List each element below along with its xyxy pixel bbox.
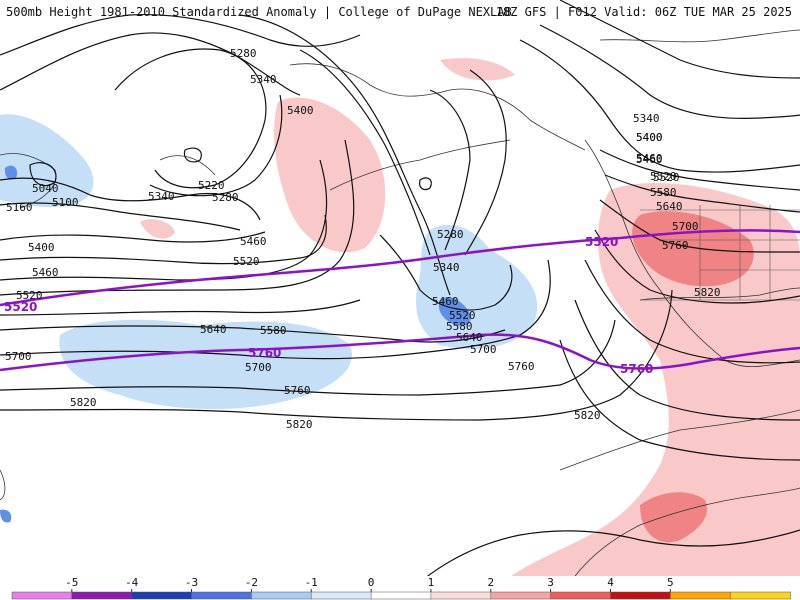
contour-label: 5460 — [32, 266, 59, 279]
contour-label: 5700 — [5, 350, 32, 363]
contour-label-5520: 5520 — [585, 235, 618, 249]
contour-label: 5820 — [574, 409, 601, 422]
contour-label: 5280 — [212, 191, 239, 204]
colorbar-tick-label: -4 — [125, 576, 139, 589]
contour-label: 5760 — [284, 384, 311, 397]
colorbar-swatch — [131, 591, 193, 600]
contour-label-5520: 5520 — [4, 300, 37, 314]
contour-label: 5580 — [260, 324, 287, 337]
highlight-contour-labels: 5520 5520 5760 5760 — [4, 235, 653, 376]
contour-label: 5460 — [636, 152, 663, 165]
contour-label: 5520 — [650, 170, 677, 183]
contour-label: 5640 — [456, 331, 483, 344]
contour-labels: 5280 5340 5400 5220 5280 5340 5040 5100 … — [5, 47, 721, 431]
contour-label: 5640 — [656, 200, 683, 213]
contour-label: 5280 — [437, 228, 464, 241]
model-valid-time: 18Z GFS | F012 Valid: 06Z TUE MAR 25 202… — [495, 5, 792, 19]
colorbar-swatch — [610, 591, 672, 600]
colorbar-tick-label: 0 — [368, 576, 375, 589]
colorbar-swatch — [71, 591, 133, 600]
contour-label: 5820 — [694, 286, 721, 299]
contour-label: 5160 — [6, 201, 33, 214]
colorbar-ticks: -5 -4 -3 -2 -1 0 1 2 3 4 5 — [65, 576, 674, 592]
strong-negative-anomaly-areas — [0, 165, 471, 523]
colorbar-tick-label: 4 — [607, 576, 614, 589]
contour-label: 5340 — [148, 190, 175, 203]
colorbar-tick-label: 1 — [428, 576, 435, 589]
colorbar-swatch — [310, 591, 372, 600]
colorbar-tick-label: -2 — [245, 576, 258, 589]
colorbar-tick-label: 3 — [547, 576, 554, 589]
contour-label: 5820 — [286, 418, 313, 431]
colorbar-swatch — [251, 591, 312, 600]
colorbar-swatch — [11, 591, 73, 600]
contour-label: 5460 — [240, 235, 267, 248]
contour-label: 5400 — [287, 104, 314, 117]
contour-label: 5400 — [636, 131, 663, 144]
contour-label: 5520 — [653, 171, 680, 184]
colorbar-tick-label: 5 — [667, 576, 674, 589]
contour-label: 5520 — [16, 289, 43, 302]
contour-label: 5400 — [28, 241, 55, 254]
contour-label: 5760 — [508, 360, 535, 373]
contour-label: 5340 — [633, 112, 660, 125]
coastlines — [0, 29, 800, 600]
contour-label: 5580 — [650, 186, 677, 199]
colorbar-tick-label: -5 — [65, 576, 78, 589]
colorbar-swatch — [550, 591, 612, 600]
contour-label-5760: 5760 — [248, 346, 281, 360]
contour-label: 5280 — [230, 47, 257, 60]
contour-label: 5820 — [70, 396, 97, 409]
colorbar-tick-label: -3 — [185, 576, 198, 589]
colorbar-swatch — [490, 591, 552, 600]
contour-label: 5460 — [432, 295, 459, 308]
colorbar-swatch — [670, 591, 731, 600]
colorbar-swatch — [191, 591, 253, 600]
contour-label: 5460 — [636, 153, 663, 166]
highlight-contours — [0, 229, 800, 372]
colorbar-tick-label: 2 — [487, 576, 494, 589]
contour-label: 5400 — [636, 131, 663, 144]
contour-label: 5520 — [449, 309, 476, 322]
colorbar: -5 -4 -3 -2 -1 0 1 2 3 4 5 — [0, 576, 800, 600]
positive-anomaly-areas — [140, 58, 800, 600]
colorbar-tick-label: -1 — [305, 576, 318, 589]
contour-label: 5700 — [672, 220, 699, 233]
contour-label: 5700 — [470, 343, 497, 356]
contour-label: 5520 — [233, 255, 260, 268]
contour-label: 5580 — [446, 320, 473, 333]
contour-label: 5220 — [198, 179, 225, 192]
contour-label: 5760 — [662, 239, 689, 252]
contour-label: 5040 — [32, 182, 59, 195]
contour-label: 5100 — [52, 196, 79, 209]
contour-label-5760: 5760 — [620, 362, 653, 376]
colorbar-swatch — [729, 591, 791, 600]
colorbar-swatches — [11, 591, 791, 600]
contour-label: 5340 — [250, 73, 277, 86]
contour-label: 5700 — [245, 361, 272, 374]
contour-label: 5340 — [433, 261, 460, 274]
colorbar-swatch — [430, 591, 492, 600]
map-title: 500mb Height 1981-2010 Standardized Anom… — [6, 5, 512, 19]
colorbar-swatch — [370, 591, 432, 600]
contour-label: 5640 — [200, 323, 227, 336]
